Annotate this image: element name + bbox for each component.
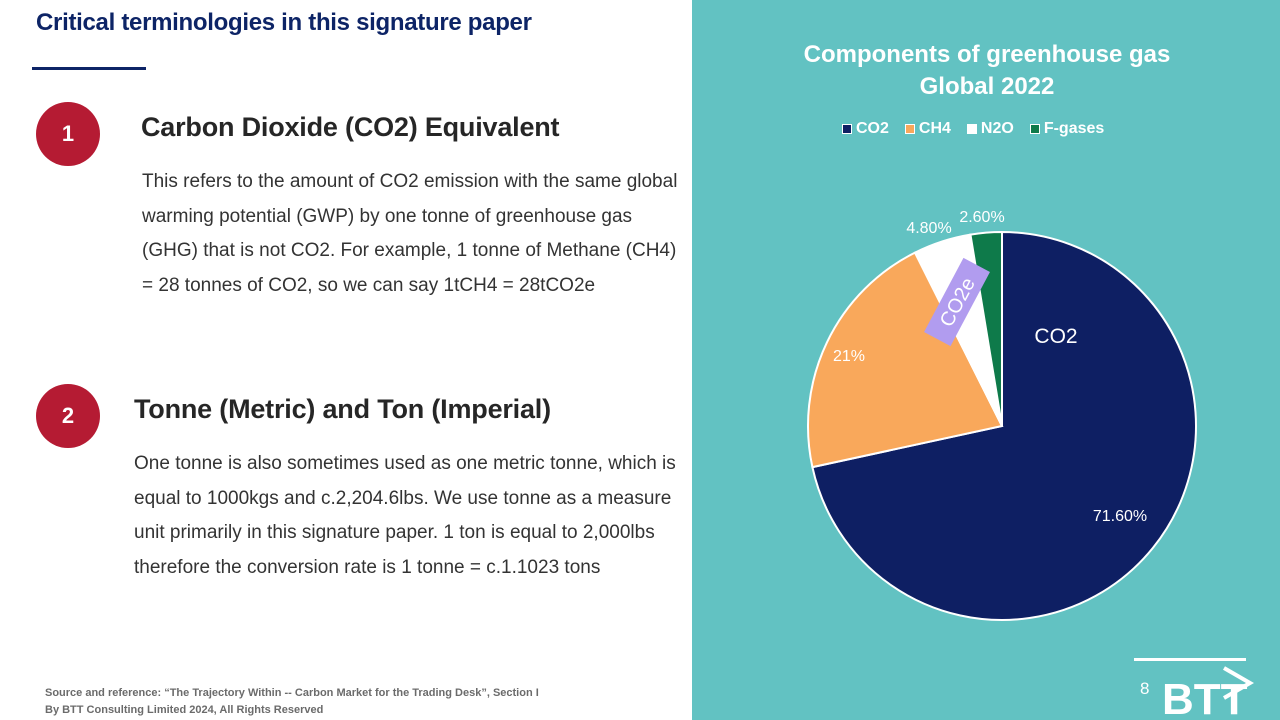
term-number-badge-1: 1: [36, 102, 100, 166]
legend-swatch-co2: [842, 124, 852, 134]
term-heading-1: Carbon Dioxide (CO2) Equivalent: [141, 112, 560, 142]
legend-label-co2: CO2: [856, 120, 889, 137]
title-underline: [32, 67, 146, 70]
term-body-1: This refers to the amount of CO2 emissio…: [142, 171, 678, 296]
legend-label-ch4: CH4: [918, 120, 951, 137]
co2e-callout-box: [924, 257, 990, 347]
page-number: 8: [1140, 679, 1150, 698]
legend-item-n2o: N2O: [966, 120, 1014, 138]
source-line-2: By BTT Consulting Limited 2024, All Righ…: [45, 704, 324, 716]
term-heading-2: Tonne (Metric) and Ton (Imperial): [134, 394, 551, 424]
source-line-1: Source and reference: “The Trajectory Wi…: [45, 687, 539, 699]
legend-item-ch4: CH4: [904, 120, 951, 138]
data-label-ch4: 21%: [833, 348, 865, 365]
pie-slice-ch4: [807, 251, 1004, 469]
chart-title-line-1: Components of greenhouse gas: [803, 41, 1171, 68]
legend-item-fgases: F-gases: [1029, 120, 1105, 138]
slide-title: Critical terminologies in this signature…: [36, 9, 532, 36]
legend-swatch-ch4: [904, 124, 915, 134]
data-label-co2: 71.60%: [1093, 508, 1147, 525]
legend-label-n2o: N2O: [980, 120, 1014, 137]
data-label-n2o: 4.80%: [906, 220, 951, 237]
legend-swatch-n2o: [966, 124, 977, 134]
legend-label-fgases: F-gases: [1043, 120, 1105, 137]
logo-text: BTT: [1162, 675, 1248, 718]
pie-slice-co2: [811, 230, 1197, 621]
legend-item-co2: CO2: [842, 120, 889, 138]
source-note: Source and reference: “The Trajectory Wi…: [45, 685, 539, 719]
legend-swatch-fgases: [1029, 124, 1040, 134]
btt-logo: BTT: [1134, 658, 1255, 718]
co2-inner-label: CO2: [1034, 325, 1077, 348]
chart-title-line-2: Global 2022: [919, 73, 1055, 100]
chart-panel: Components of greenhouse gas Global 2022…: [692, 0, 1280, 720]
term-number-badge-2: 2: [36, 384, 100, 448]
data-label-fgases: 2.60%: [959, 209, 1004, 226]
term-body-2: One tonne is also sometimes used as one …: [134, 453, 676, 578]
chart-legend: CO2 CH4 N2O F-gases: [842, 120, 1104, 138]
chart-title: Components of greenhouse gas Global 2022: [692, 39, 1280, 103]
